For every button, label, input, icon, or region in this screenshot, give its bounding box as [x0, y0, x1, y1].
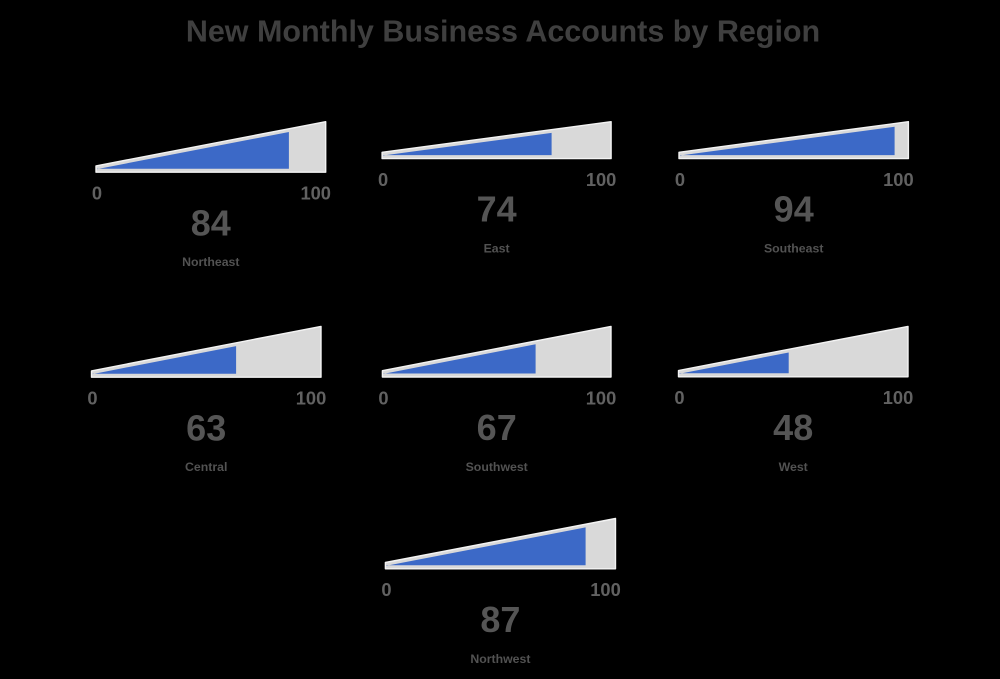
- svg-text:0: 0: [87, 388, 97, 409]
- svg-text:84: 84: [191, 202, 231, 243]
- svg-text:Northwest: Northwest: [470, 652, 530, 666]
- svg-text:67: 67: [477, 407, 517, 448]
- svg-text:87: 87: [480, 599, 520, 640]
- svg-text:100: 100: [586, 387, 617, 408]
- svg-text:100: 100: [300, 183, 331, 204]
- svg-text:West: West: [779, 460, 808, 474]
- svg-text:100: 100: [590, 579, 621, 600]
- svg-text:100: 100: [296, 388, 327, 409]
- svg-text:94: 94: [774, 189, 814, 230]
- svg-text:0: 0: [674, 387, 684, 408]
- svg-text:0: 0: [378, 387, 388, 408]
- svg-text:0: 0: [92, 183, 102, 204]
- svg-text:East: East: [484, 242, 510, 256]
- svg-text:Southeast: Southeast: [764, 242, 823, 256]
- svg-text:New Monthly Business Accounts: New Monthly Business Accounts by Region: [186, 15, 820, 49]
- svg-text:48: 48: [773, 407, 813, 448]
- svg-text:0: 0: [675, 169, 685, 190]
- svg-text:0: 0: [378, 169, 388, 190]
- svg-text:63: 63: [186, 407, 226, 448]
- svg-text:100: 100: [883, 387, 914, 408]
- svg-text:74: 74: [477, 189, 517, 230]
- svg-text:Central: Central: [185, 460, 227, 474]
- svg-text:100: 100: [586, 169, 617, 190]
- svg-text:0: 0: [381, 579, 391, 600]
- svg-text:Northeast: Northeast: [182, 255, 239, 269]
- svg-text:100: 100: [883, 169, 914, 190]
- svg-text:Southwest: Southwest: [466, 460, 528, 474]
